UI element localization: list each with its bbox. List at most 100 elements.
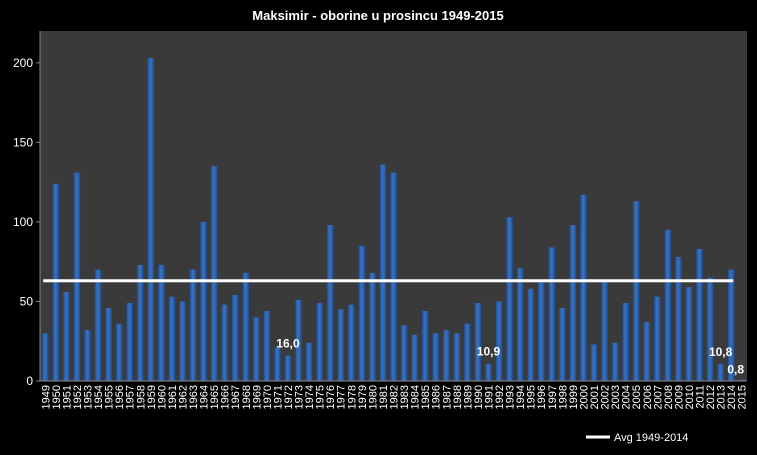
- x-tick-label: 1951: [61, 385, 73, 409]
- bar-1974: [305, 342, 313, 381]
- x-tick-label: 1964: [199, 385, 211, 409]
- y-tick-label: 50: [20, 294, 34, 308]
- x-tick-label: 1982: [389, 385, 401, 409]
- x-tick-label: 1998: [557, 385, 569, 409]
- bar-1978: [348, 304, 355, 381]
- x-tick-label: 1956: [114, 385, 126, 409]
- bar-1979: [358, 245, 366, 381]
- bar-1975: [316, 303, 323, 381]
- x-tick-label: 1992: [494, 385, 506, 409]
- x-tick-label: 1986: [431, 385, 443, 409]
- x-tick-label: 1961: [167, 385, 179, 409]
- bar-1980: [369, 272, 376, 381]
- x-tick-label: 2003: [610, 385, 622, 409]
- bar-1985: [421, 311, 429, 381]
- bar-1984: [411, 334, 418, 381]
- x-tick-label: 2014: [726, 385, 738, 409]
- bar-1981: [379, 164, 387, 381]
- bar-2005: [632, 201, 640, 381]
- x-tick-label: 1993: [505, 385, 517, 409]
- data-label-2013: 10,8: [709, 345, 733, 359]
- bar-1967: [231, 295, 239, 381]
- x-tick-label: 2002: [600, 385, 612, 409]
- bar-1992: [495, 301, 503, 381]
- bar-1952: [73, 172, 81, 381]
- x-tick-label: 2007: [652, 385, 664, 409]
- data-label-1972: 16,0: [276, 337, 300, 351]
- x-tick-label: 1967: [230, 385, 242, 409]
- bar-1955: [105, 307, 112, 381]
- bar-2003: [611, 342, 619, 381]
- x-tick-label: 1990: [473, 385, 485, 409]
- bar-1950: [52, 183, 60, 381]
- bar-2002: [601, 282, 608, 381]
- y-axis: 0 50 100 150 200: [13, 31, 41, 388]
- bar-2012: [706, 277, 714, 381]
- y-tick-label: 200: [13, 56, 33, 70]
- x-tick-label: 1965: [209, 385, 221, 409]
- x-tick-label: 1969: [251, 385, 263, 409]
- x-tick-label: 1997: [547, 385, 559, 409]
- bar-2001: [590, 344, 598, 381]
- x-tick-label: 1953: [82, 385, 94, 409]
- bar-1962: [179, 301, 186, 381]
- bar-2013: [717, 363, 724, 381]
- x-tick-label: 1962: [177, 385, 189, 409]
- legend-label: Avg 1949-2014: [614, 432, 688, 444]
- x-tick-label: 1994: [515, 385, 527, 409]
- bar-1960: [158, 264, 165, 381]
- x-tick-label: 1974: [304, 385, 316, 409]
- x-tick-label: 1949: [40, 385, 52, 409]
- x-axis: 1949195019511952195319541955195619571958…: [40, 380, 749, 409]
- x-tick-label: 1995: [526, 385, 538, 409]
- x-tick-label: 1975: [315, 385, 327, 409]
- bar-1949: [42, 333, 49, 381]
- bar-1969: [253, 317, 260, 381]
- x-tick-label: 1968: [241, 385, 253, 409]
- legend: Avg 1949-2014: [586, 432, 688, 444]
- bar-1996: [537, 282, 545, 381]
- bar-1972: [284, 355, 292, 381]
- bar-1963: [189, 269, 197, 381]
- bar-2006: [643, 322, 651, 381]
- x-tick-label: 1966: [220, 385, 232, 409]
- bar-1958: [136, 264, 144, 381]
- x-tick-label: 1958: [135, 385, 147, 409]
- y-tick-label: 0: [26, 374, 33, 388]
- x-tick-label: 1999: [568, 385, 580, 409]
- x-tick-label: 2000: [578, 385, 590, 409]
- x-tick-label: 1980: [367, 385, 379, 409]
- x-tick-label: 2004: [621, 385, 633, 409]
- bar-1977: [337, 309, 345, 381]
- x-tick-label: 1983: [399, 385, 411, 409]
- bar-1997: [548, 247, 556, 381]
- bar-2009: [675, 256, 682, 381]
- x-tick-label: 1984: [410, 385, 422, 409]
- bar-1965: [210, 166, 218, 381]
- bar-1956: [115, 323, 123, 381]
- x-tick-label: 1981: [378, 385, 390, 409]
- bar-1953: [84, 330, 91, 381]
- y-tick-label: 100: [13, 215, 33, 229]
- x-tick-label: 1950: [51, 385, 63, 409]
- x-tick-label: 1959: [146, 385, 158, 409]
- x-tick-label: 2001: [589, 385, 601, 409]
- x-tick-label: 1996: [536, 385, 548, 409]
- bar-1968: [242, 272, 250, 381]
- x-tick-label: 1957: [125, 385, 137, 409]
- x-tick-label: 1977: [336, 385, 348, 409]
- bar-1986: [432, 333, 439, 381]
- annotations-group: 16,0 10,9 10,8 0,8: [276, 337, 744, 377]
- bar-2015: [738, 379, 745, 381]
- bar-2007: [654, 296, 661, 381]
- bar-2008: [664, 229, 672, 381]
- x-tick-label: 1954: [93, 385, 105, 409]
- x-tick-label: 2015: [737, 385, 749, 409]
- x-tick-label: 1963: [188, 385, 200, 409]
- x-tick-label: 1971: [272, 385, 284, 409]
- bar-1987: [442, 330, 450, 381]
- bar-1964: [200, 221, 207, 381]
- x-tick-label: 1973: [294, 385, 306, 409]
- x-tick-label: 1976: [325, 385, 337, 409]
- x-tick-label: 2011: [695, 385, 707, 409]
